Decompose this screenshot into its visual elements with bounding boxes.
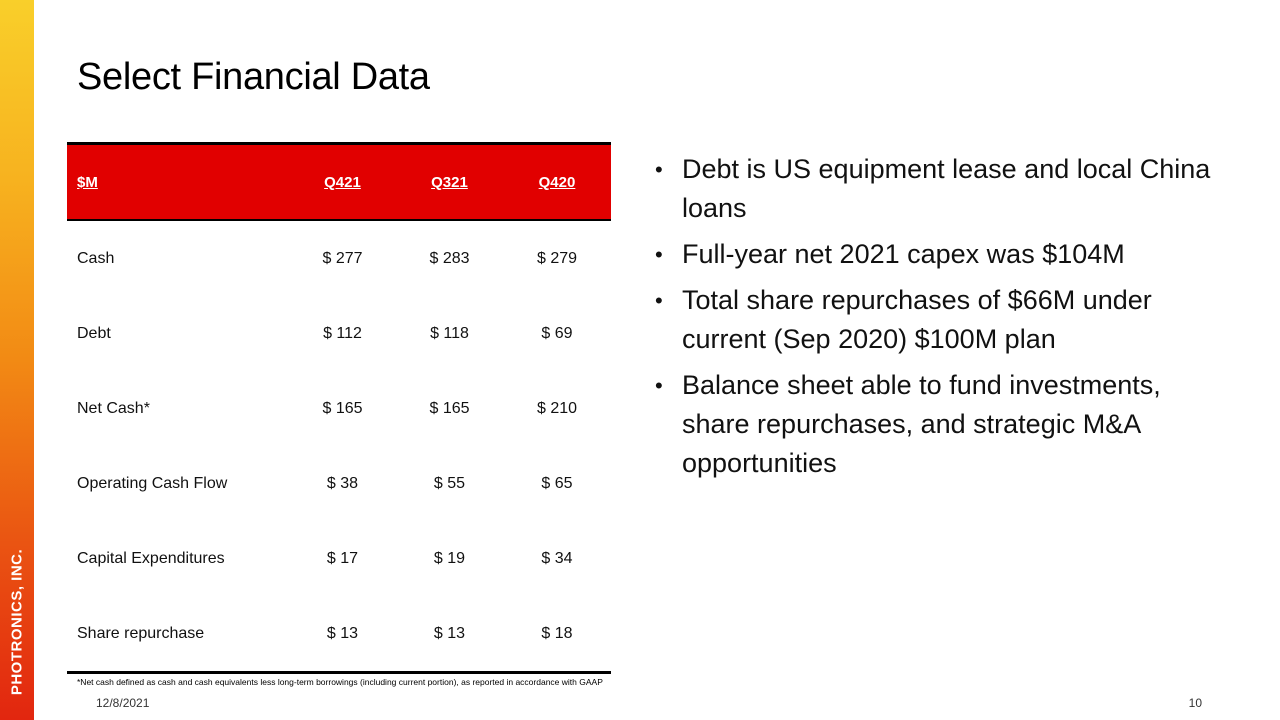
cell-value: $ 34	[541, 549, 573, 567]
row-label: Net Cash*	[77, 399, 150, 417]
list-item: • Balance sheet able to fund investments,…	[655, 366, 1235, 483]
list-item: • Debt is US equipment lease and local Ch…	[655, 150, 1235, 228]
cell-value: $ 18	[541, 624, 573, 642]
bullet-icon: •	[655, 242, 663, 267]
slide-title: Select Financial Data	[77, 56, 430, 98]
table-header-row: $M Q421 Q321 Q420	[67, 143, 611, 221]
table-row: Cash $ 277 $ 283 $ 279	[67, 220, 611, 296]
cell-value: $ 69	[541, 324, 573, 342]
footnote: *Net cash defined as cash and cash equiv…	[77, 677, 603, 687]
header-unit: $M	[67, 143, 289, 221]
list-item: • Full-year net 2021 capex was $104M	[655, 235, 1235, 274]
cell-value: $ 118	[430, 324, 469, 342]
row-label: Operating Cash Flow	[77, 474, 228, 492]
cell-value: $ 55	[433, 474, 466, 492]
cell-value: $ 19	[433, 549, 466, 567]
bullet-text: Balance sheet able to fund investments, …	[682, 370, 1161, 478]
cell-value: $ 17	[326, 549, 359, 567]
key-points-list: • Debt is US equipment lease and local Ch…	[655, 150, 1235, 490]
table-row: Net Cash* $ 165 $ 165 $ 210	[67, 371, 611, 446]
bullet-icon: •	[655, 373, 663, 398]
row-label: Cash	[77, 249, 115, 267]
bullet-icon: •	[655, 288, 663, 313]
header-q420: Q420	[503, 143, 611, 221]
company-brand: PHOTRONICS, INC.	[8, 548, 26, 696]
financial-data-table: $M Q421 Q321 Q420 Cash $ 277 $ 283 $ 279…	[67, 142, 611, 674]
bullet-text: Total share repurchases of $66M under cu…	[682, 285, 1152, 354]
cell-value: $ 13	[433, 624, 466, 642]
cell-value: $ 13	[326, 624, 359, 642]
brand-color-band: PHOTRONICS, INC.	[0, 0, 34, 720]
header-q421: Q421	[289, 143, 396, 221]
row-label: Share repurchase	[77, 624, 205, 642]
row-label: Capital Expenditures	[77, 549, 225, 567]
cell-value: $ 165	[322, 399, 363, 417]
table-row: Operating Cash Flow $ 38 $ 55 $ 65	[67, 446, 611, 521]
row-label: Debt	[77, 324, 111, 342]
cell-value: $ 165	[429, 399, 470, 417]
bullet-text: Debt is US equipment lease and local Chi…	[682, 154, 1211, 223]
table-row: Share repurchase $ 13 $ 13 $ 18	[67, 596, 611, 673]
table-row: Debt $ 112 $ 118 $ 69	[67, 296, 611, 371]
cell-value: $ 210	[536, 399, 578, 417]
bullet-text: Full-year net 2021 capex was $104M	[682, 239, 1125, 269]
page-number: 10	[1188, 696, 1202, 710]
table-row: Capital Expenditures $ 17 $ 19 $ 34	[67, 521, 611, 596]
bullet-icon: •	[655, 157, 663, 182]
list-item: • Total share repurchases of $66M under c…	[655, 281, 1235, 359]
cell-value: $ 38	[326, 474, 359, 492]
header-q321: Q321	[396, 143, 503, 221]
cell-value: $ 279	[536, 249, 578, 267]
cell-value: $ 277	[322, 249, 363, 267]
cell-value: $ 112	[323, 324, 362, 342]
slide-date: 12/8/2021	[96, 696, 150, 710]
cell-value: $ 283	[429, 249, 470, 267]
cell-value: $ 65	[541, 474, 573, 492]
